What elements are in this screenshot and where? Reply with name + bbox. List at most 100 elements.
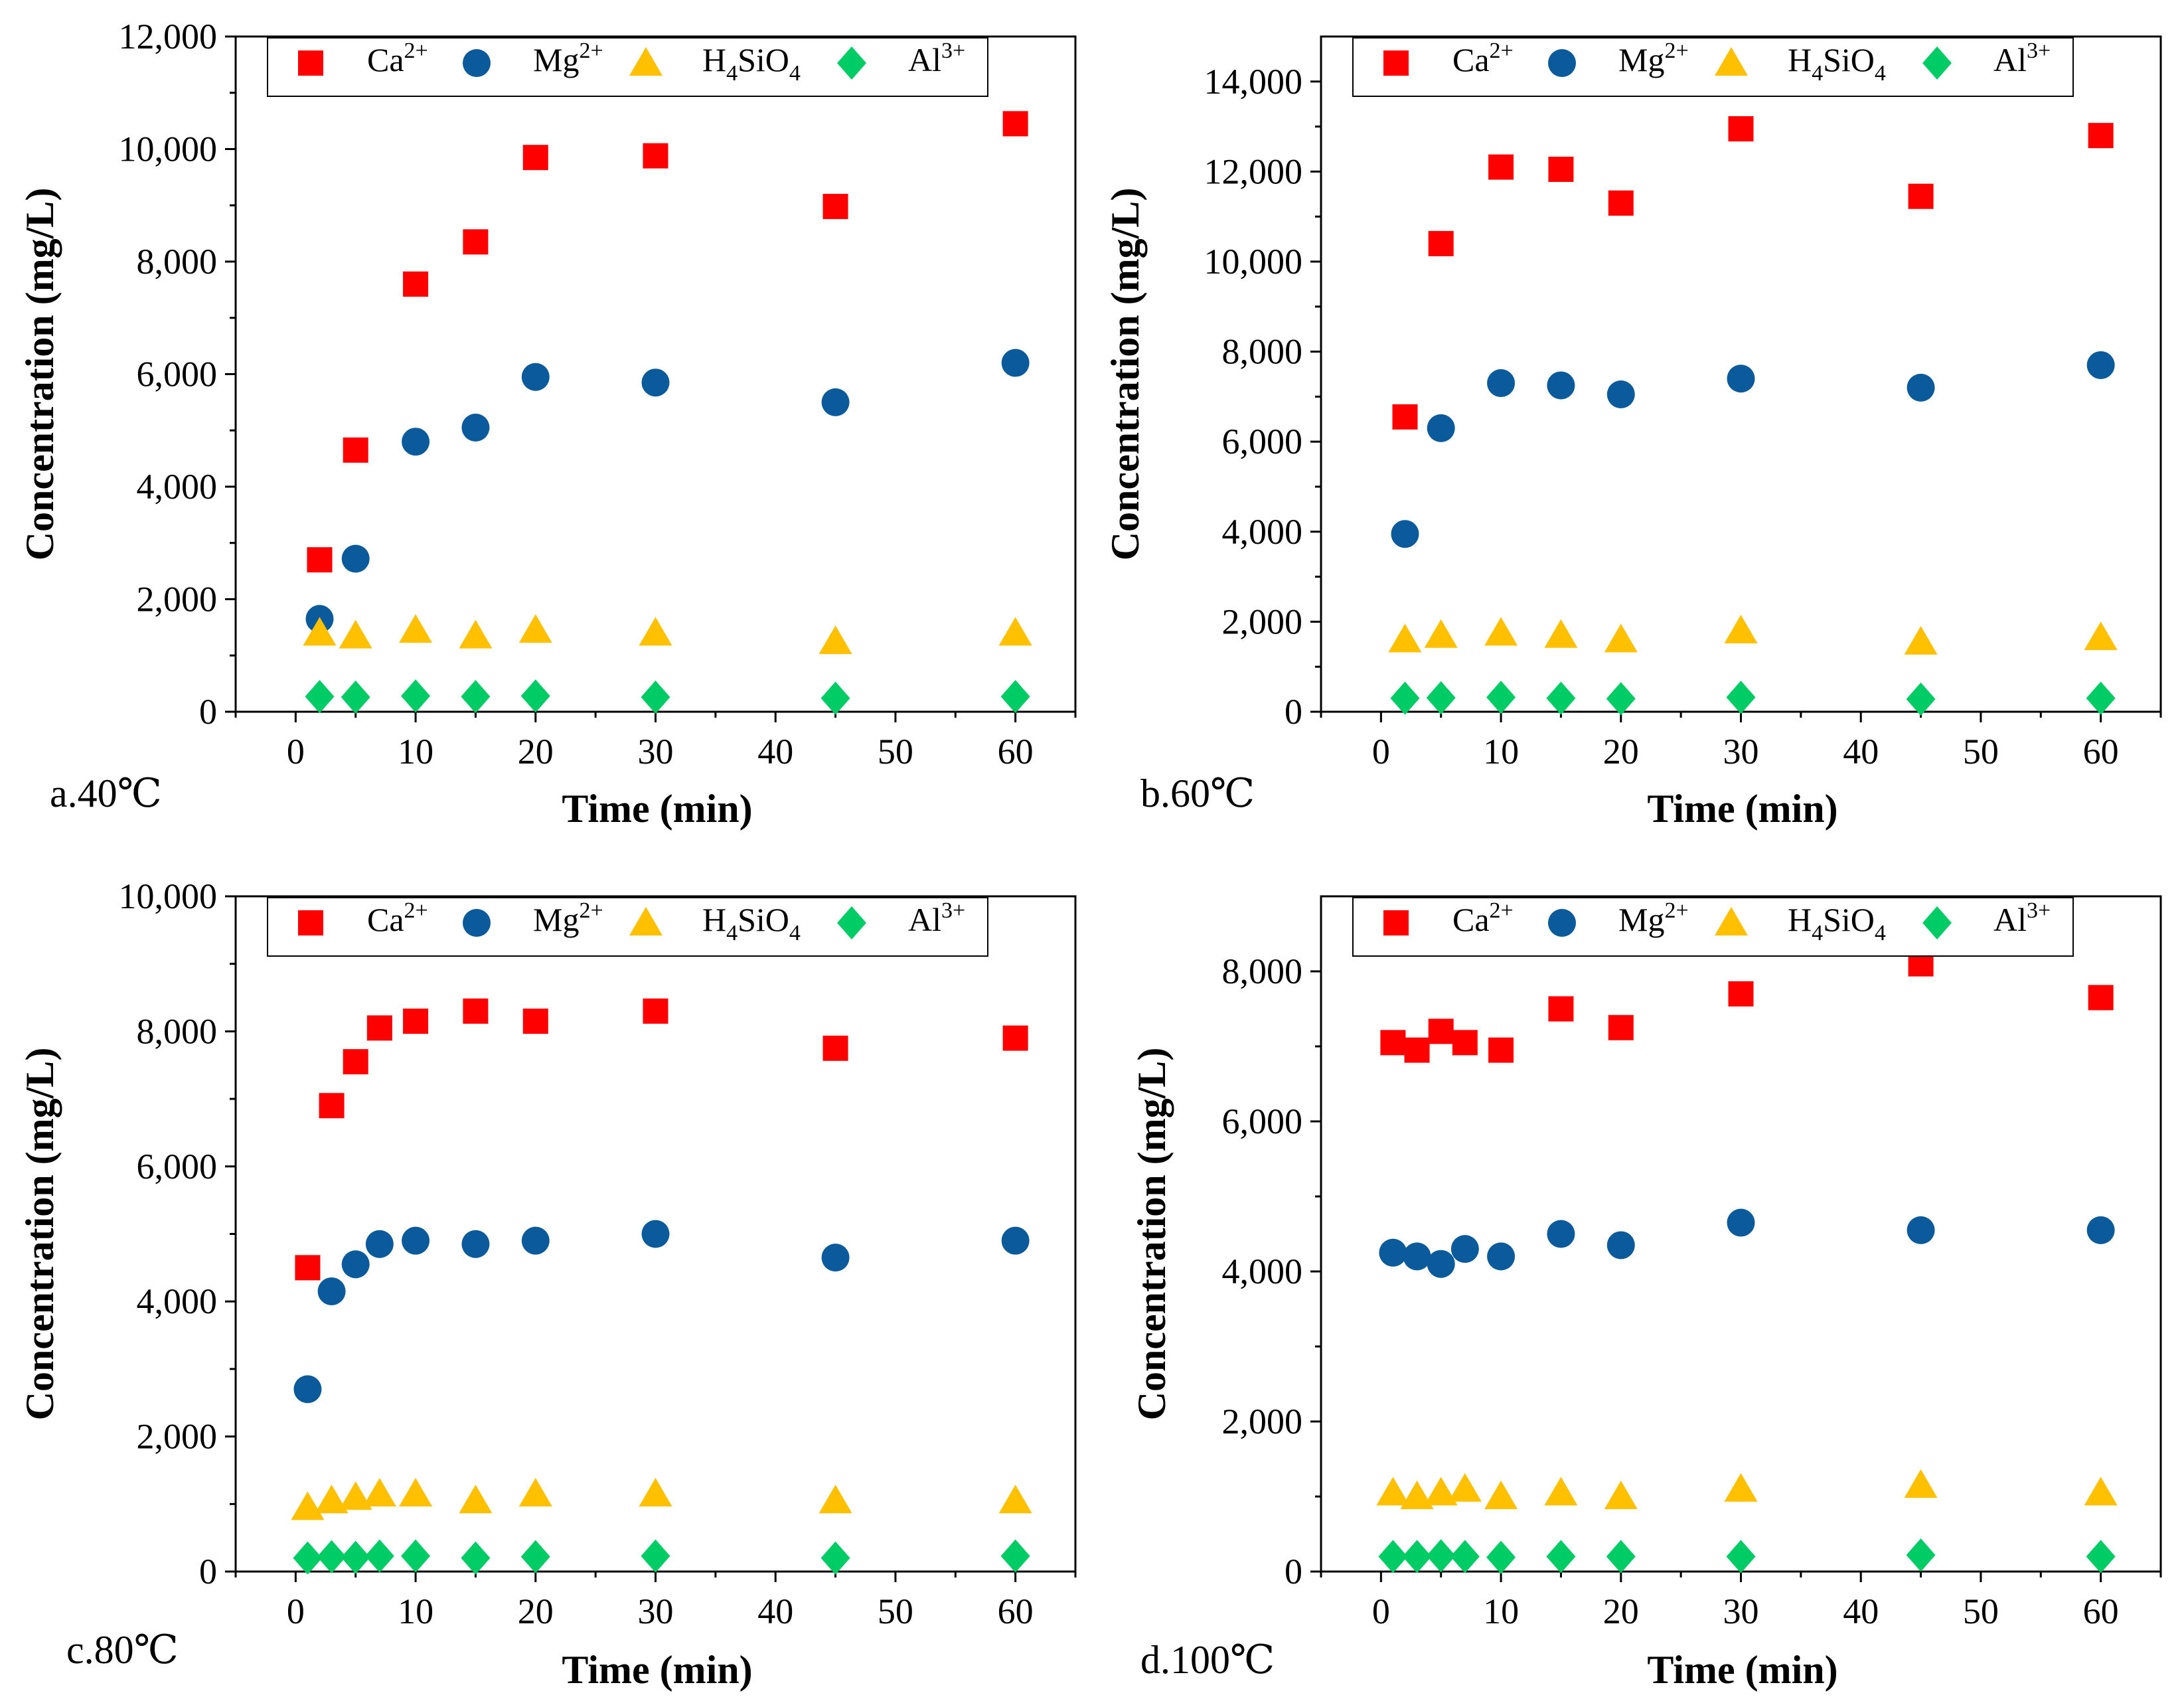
legend-marker-al bbox=[837, 906, 866, 939]
x-tick-label: 50 bbox=[1963, 732, 1999, 771]
data-point-mg bbox=[1001, 1226, 1030, 1255]
data-point-ca bbox=[1428, 230, 1454, 256]
data-point-al bbox=[1390, 681, 1420, 715]
data-point-al bbox=[401, 1539, 431, 1573]
data-point-si bbox=[339, 1481, 372, 1510]
data-point-ca bbox=[822, 1035, 848, 1061]
data-point-al bbox=[341, 680, 370, 714]
y-tick-label: 6,000 bbox=[137, 1147, 218, 1186]
data-point-al bbox=[1726, 681, 1756, 714]
data-point-al bbox=[2086, 1540, 2116, 1574]
data-point-mg bbox=[1487, 369, 1516, 398]
data-point-mg bbox=[641, 1220, 670, 1248]
legend: Ca2+ Mg2+ H4SiO4 Al3+ bbox=[267, 37, 988, 97]
data-point-si bbox=[339, 619, 372, 649]
legend-marker-si bbox=[1715, 47, 1748, 76]
data-point-mg bbox=[293, 1375, 322, 1404]
x-tick-label: 30 bbox=[638, 732, 674, 771]
data-point-mg bbox=[1547, 1220, 1575, 1248]
data-point-al bbox=[1606, 1540, 1636, 1574]
y-tick-label: 2,000 bbox=[137, 1417, 218, 1457]
data-point-mg bbox=[1487, 1242, 1516, 1271]
legend-marker-si bbox=[1715, 907, 1748, 935]
data-point-al bbox=[461, 1541, 491, 1575]
data-point-ca bbox=[403, 1009, 429, 1034]
data-point-ca bbox=[1728, 116, 1754, 141]
data-point-ca bbox=[1404, 1037, 1430, 1063]
legend-label-al: Al3+ bbox=[908, 898, 965, 938]
x-axis-title: Time (min) bbox=[562, 1648, 752, 1692]
data-point-al bbox=[305, 680, 335, 714]
x-tick-label: 10 bbox=[1483, 732, 1519, 771]
legend-marker-mg bbox=[1548, 49, 1576, 77]
legend-marker-si bbox=[629, 47, 663, 76]
chart-panel-3: 0 10 20 30 40 50 60 0 2,000 4,000 6,000 8,000 10,000… bbox=[18, 876, 1077, 1692]
x-tick-label: 10 bbox=[398, 732, 433, 771]
data-point-mg bbox=[341, 544, 370, 573]
y-tick-label: 6,000 bbox=[1222, 1101, 1303, 1141]
legend-marker-si bbox=[629, 907, 663, 935]
data-point-ca bbox=[403, 271, 429, 297]
legend-box bbox=[1352, 37, 2074, 97]
data-point-al bbox=[317, 1540, 347, 1574]
data-point-si bbox=[998, 1485, 1032, 1514]
data-point-al bbox=[520, 679, 550, 713]
y-axis-title: Concentration (mg/L) bbox=[1130, 1048, 1174, 1421]
data-point-mg bbox=[1427, 414, 1455, 442]
legend-marker-ca bbox=[1383, 910, 1409, 935]
data-point-al bbox=[1378, 1540, 1408, 1574]
data-point-al bbox=[1450, 1540, 1480, 1574]
legend-label-mg: Mg2+ bbox=[533, 898, 603, 938]
data-point-si bbox=[1376, 1477, 1410, 1506]
x-tick-label: 40 bbox=[1843, 732, 1879, 771]
data-point-mg bbox=[2086, 1216, 2115, 1244]
legend-label-al: Al3+ bbox=[1993, 39, 2051, 78]
x-tick-label: 60 bbox=[998, 1591, 1034, 1631]
data-point-ca bbox=[2088, 985, 2114, 1011]
data-point-ca bbox=[522, 145, 548, 171]
x-tick-label: 40 bbox=[1843, 1591, 1879, 1631]
y-tick-label: 8,000 bbox=[137, 1011, 218, 1051]
legend-marker-ca bbox=[298, 50, 323, 76]
x-axis-title: Time (min) bbox=[1647, 1648, 1837, 1692]
legend-label-ca: Ca2+ bbox=[1452, 39, 1514, 78]
data-point-ca bbox=[2088, 123, 2114, 149]
x-tick-label: 20 bbox=[518, 1591, 554, 1631]
legend: Ca2+ Mg2+ H4SiO4 Al3+ bbox=[267, 897, 988, 957]
data-point-ca bbox=[307, 547, 333, 573]
data-point-si bbox=[639, 1478, 672, 1507]
legend-box bbox=[1352, 897, 2074, 957]
data-point-ca bbox=[1548, 157, 1574, 183]
legend-label-si: H4SiO4 bbox=[702, 901, 801, 945]
data-point-si bbox=[639, 617, 672, 646]
data-point-si bbox=[1448, 1473, 1482, 1502]
data-point-si bbox=[998, 617, 1032, 646]
data-point-si bbox=[1424, 1477, 1458, 1506]
legend: Ca2+ Mg2+ H4SiO4 Al3+ bbox=[1352, 37, 2074, 97]
y-tick-label: 10,000 bbox=[119, 129, 218, 169]
y-tick-label: 4,000 bbox=[1222, 1252, 1303, 1291]
data-point-ca bbox=[1548, 996, 1574, 1022]
y-tick-label: 10,000 bbox=[1204, 242, 1303, 282]
data-point-si bbox=[315, 1485, 349, 1514]
data-point-ca bbox=[1002, 111, 1028, 137]
data-point-si bbox=[1904, 1469, 1938, 1499]
y-tick-label: 0 bbox=[1285, 692, 1302, 732]
data-point-al bbox=[1726, 1540, 1756, 1574]
data-point-mg bbox=[1727, 365, 1755, 393]
data-point-si bbox=[1604, 623, 1638, 653]
data-point-mg bbox=[2086, 351, 2115, 379]
legend-label-si: H4SiO4 bbox=[702, 41, 801, 86]
y-tick-label: 2,000 bbox=[1222, 1402, 1303, 1441]
data-point-ca bbox=[1608, 190, 1634, 216]
x-tick-label: 0 bbox=[1372, 732, 1390, 771]
data-point-mg bbox=[1001, 349, 1030, 377]
y-tick-label: 4,000 bbox=[1222, 512, 1303, 552]
legend-label-ca: Ca2+ bbox=[1452, 898, 1514, 938]
legend-box bbox=[267, 37, 988, 97]
y-tick-label: 6,000 bbox=[1222, 422, 1303, 461]
x-tick-label: 20 bbox=[1603, 732, 1639, 771]
data-point-al bbox=[641, 680, 670, 714]
data-point-ca bbox=[1608, 1014, 1634, 1040]
